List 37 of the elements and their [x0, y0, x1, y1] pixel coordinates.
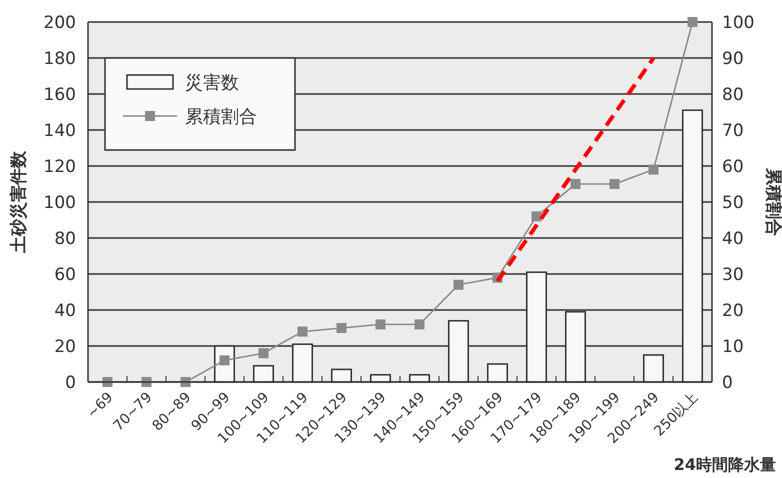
legend-label: 累積割合 — [185, 106, 257, 128]
y-tick-label: 20 — [54, 336, 76, 357]
y-axis-title: 土砂災害件数 — [9, 150, 29, 254]
y-tick-label: 60 — [54, 264, 76, 285]
point — [336, 323, 346, 333]
y2-tick-label: 0 — [722, 372, 733, 393]
point — [298, 326, 308, 337]
point — [610, 179, 620, 189]
y2-tick-label: 100 — [722, 12, 754, 33]
y-tick-label: 120 — [44, 156, 76, 177]
x-axis-title: 24時間降水量 — [674, 455, 776, 474]
y2-tick-label: 70 — [722, 120, 744, 141]
y2-tick-label: 40 — [722, 228, 744, 249]
point — [648, 164, 658, 175]
point — [454, 280, 464, 290]
y-tick-label: 140 — [44, 120, 76, 141]
y-tick-label: 160 — [44, 84, 76, 105]
y-tick-label: 0 — [65, 372, 76, 393]
legend-label: 災害数 — [185, 72, 239, 94]
y2-tick-label: 80 — [722, 84, 744, 105]
y-tick-label: 200 — [44, 12, 76, 33]
y-tick-label: 80 — [54, 228, 76, 249]
point — [532, 211, 542, 222]
y2-tick-label: 20 — [722, 300, 744, 321]
point — [414, 319, 424, 330]
y2-tick-label: 90 — [722, 48, 744, 69]
y-tick-label: 180 — [44, 48, 76, 69]
y2-tick-label: 10 — [722, 336, 744, 357]
point — [688, 17, 698, 27]
point — [258, 348, 268, 358]
y-tick-label: 100 — [44, 192, 76, 213]
point — [376, 319, 386, 330]
y-tick-label: 40 — [54, 300, 76, 321]
y2-tick-label: 60 — [722, 156, 744, 177]
y2-tick-label: 50 — [722, 192, 744, 213]
point — [570, 179, 580, 189]
y2-tick-label: 30 — [722, 264, 744, 285]
